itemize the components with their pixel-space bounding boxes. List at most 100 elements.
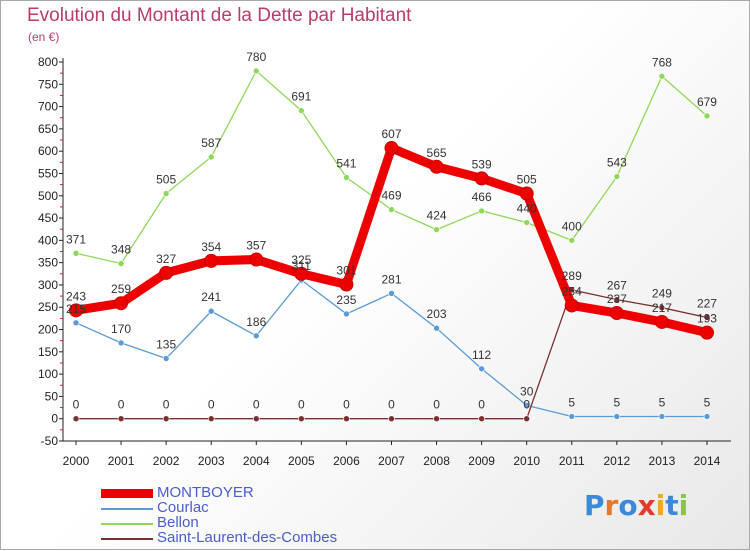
- data-label: 691: [291, 90, 311, 104]
- logo-letter: P: [584, 489, 605, 522]
- data-point: [117, 339, 125, 347]
- data-label: 243: [66, 289, 86, 303]
- data-label: 0: [523, 398, 530, 412]
- x-tick-label: 2006: [333, 454, 360, 468]
- data-label: 203: [427, 307, 447, 321]
- data-label: 354: [201, 240, 221, 254]
- data-point: [343, 174, 350, 181]
- legend-label: MONTBOYER: [157, 484, 254, 501]
- data-label: 30: [520, 384, 534, 398]
- data-label: 227: [697, 296, 717, 310]
- data-point: [252, 332, 260, 340]
- data-point: [703, 413, 711, 420]
- data-label: 424: [427, 209, 447, 223]
- legend-label: Saint-Laurent-des-Combes: [157, 529, 338, 546]
- x-tick-label: 2002: [153, 454, 180, 468]
- y-tick-label: 800: [38, 55, 58, 69]
- data-point: [388, 290, 395, 297]
- data-point: [339, 277, 354, 292]
- data-point: [478, 415, 485, 423]
- data-label: 170: [111, 322, 131, 336]
- data-label: 607: [381, 127, 401, 141]
- data-point: [162, 355, 170, 362]
- y-tick-label: 50: [45, 389, 59, 403]
- x-tick-label: 2010: [513, 454, 540, 468]
- y-tick-label: 100: [38, 367, 58, 381]
- data-label: 301: [336, 263, 356, 277]
- data-point: [699, 325, 714, 340]
- data-label: 215: [66, 302, 86, 316]
- data-label: 193: [697, 312, 717, 326]
- y-tick-label: 250: [38, 300, 58, 314]
- data-label: 5: [704, 395, 711, 409]
- data-point: [613, 296, 621, 303]
- data-point: [117, 415, 125, 423]
- x-tick-label: 2009: [468, 454, 495, 468]
- data-point: [703, 112, 711, 120]
- data-point: [252, 67, 260, 75]
- x-tick-label: 2001: [108, 454, 135, 468]
- data-point: [117, 260, 125, 267]
- data-point: [564, 298, 579, 313]
- data-label: 241: [201, 290, 221, 304]
- logo-letter: r: [604, 489, 619, 522]
- legend-swatch: [101, 489, 153, 498]
- data-label: 371: [66, 232, 86, 246]
- data-label: 0: [433, 398, 440, 412]
- data-label: 259: [111, 282, 131, 296]
- data-point: [609, 306, 624, 321]
- x-tick-label: 2012: [603, 454, 630, 468]
- data-point: [478, 365, 485, 373]
- legend-swatch: [101, 508, 153, 510]
- data-point: [207, 415, 215, 423]
- data-label: 237: [607, 292, 627, 306]
- legend-label: Courlac: [157, 499, 209, 516]
- y-tick-label: 300: [38, 278, 58, 292]
- data-point: [429, 159, 444, 174]
- data-label: 254: [562, 284, 582, 298]
- data-label: 267: [607, 279, 627, 293]
- data-point: [654, 314, 669, 329]
- x-tick-label: 2013: [649, 454, 676, 468]
- data-label: 357: [246, 239, 266, 253]
- data-point: [72, 415, 80, 423]
- data-label: 0: [478, 398, 485, 412]
- data-label: 565: [427, 146, 447, 160]
- data-point: [162, 190, 170, 197]
- data-point: [474, 171, 489, 186]
- data-point: [114, 296, 129, 311]
- data-point: [519, 186, 534, 201]
- y-tick-label: 150: [38, 345, 58, 359]
- data-point: [523, 219, 531, 226]
- y-tick-label: 600: [38, 144, 58, 158]
- data-label: 505: [156, 173, 176, 187]
- data-point: [478, 207, 485, 215]
- data-label: 0: [388, 398, 395, 412]
- data-label: 5: [568, 395, 575, 409]
- data-label: 289: [562, 269, 582, 283]
- data-label: 679: [697, 95, 717, 109]
- data-label: 543: [607, 156, 627, 170]
- y-tick-label: -50: [41, 434, 59, 448]
- y-tick-label: 650: [38, 122, 58, 136]
- data-point: [72, 249, 80, 257]
- data-point: [162, 415, 170, 423]
- data-point: [384, 141, 399, 156]
- data-label: 505: [517, 173, 537, 187]
- data-label: 135: [156, 338, 176, 352]
- data-label: 0: [208, 398, 215, 412]
- logo-letter: i: [678, 489, 689, 522]
- chart-subtitle: (en €): [28, 30, 60, 44]
- x-tick-label: 2000: [63, 454, 90, 468]
- data-label: 587: [201, 136, 221, 150]
- data-label: 186: [246, 315, 266, 329]
- data-point: [703, 314, 711, 321]
- data-label: 348: [111, 243, 131, 257]
- data-point: [433, 415, 440, 423]
- data-point: [388, 415, 395, 423]
- data-point: [249, 252, 264, 267]
- x-tick-label: 2014: [694, 454, 721, 468]
- x-tick-label: 2008: [423, 454, 450, 468]
- data-point: [388, 206, 395, 213]
